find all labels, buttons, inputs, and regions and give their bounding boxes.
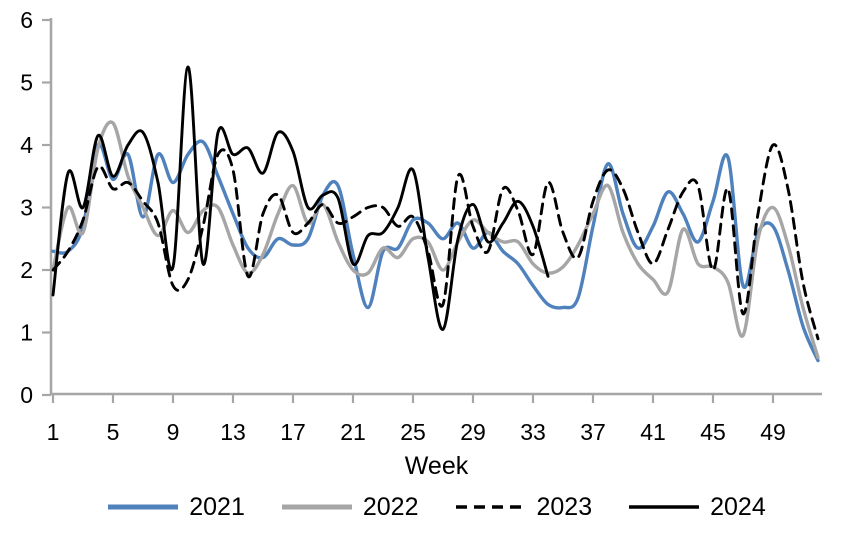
x-axis-title: Week <box>404 452 469 480</box>
y-tick-label: 6 <box>20 7 33 33</box>
x-tick-label: 25 <box>400 419 426 445</box>
legend-label-2023: 2023 <box>536 492 593 521</box>
x-tick-label: 1 <box>47 419 60 445</box>
legend-label-2021: 2021 <box>189 492 245 521</box>
legend-swatch-2022 <box>281 504 352 510</box>
y-tick-label: 4 <box>20 132 33 158</box>
x-tick-label: 17 <box>280 419 306 445</box>
x-tick-label: 13 <box>220 419 246 445</box>
x-tick-label: 45 <box>700 419 726 445</box>
legend-swatch-2024 <box>629 505 700 509</box>
legend-swatch-2021 <box>108 504 179 510</box>
x-tick-label: 21 <box>340 419 366 445</box>
x-tick-label: 33 <box>520 419 546 445</box>
y-tick-label: 3 <box>20 195 33 221</box>
x-tick-label: 5 <box>107 419 120 445</box>
legend-item-2023: 2023 <box>455 492 593 521</box>
legend-swatch-2023 <box>455 505 526 509</box>
series-2023-line <box>51 143 820 341</box>
legend: 2021 2022 2023 2024 <box>51 490 822 524</box>
x-tick-label: 9 <box>167 419 180 445</box>
y-tick-label: 2 <box>20 257 33 283</box>
x-tick-label: 49 <box>760 419 786 445</box>
legend-item-2024: 2024 <box>628 492 766 521</box>
legend-item-2021: 2021 <box>107 492 245 521</box>
series-2021-line <box>51 139 820 363</box>
x-tick-label: 37 <box>580 419 606 445</box>
x-tick-label: 41 <box>640 419 666 445</box>
legend-label-2022: 2022 <box>362 492 419 521</box>
x-tick-label: 29 <box>460 419 486 445</box>
y-tick-label: 0 <box>20 382 33 408</box>
y-tick-label: 5 <box>20 70 33 96</box>
legend-item-2022: 2022 <box>281 492 419 521</box>
series-2022-line <box>51 120 820 360</box>
y-tick-label: 1 <box>20 320 33 346</box>
series-2024-line <box>51 65 550 331</box>
legend-label-2024: 2024 <box>710 492 766 521</box>
